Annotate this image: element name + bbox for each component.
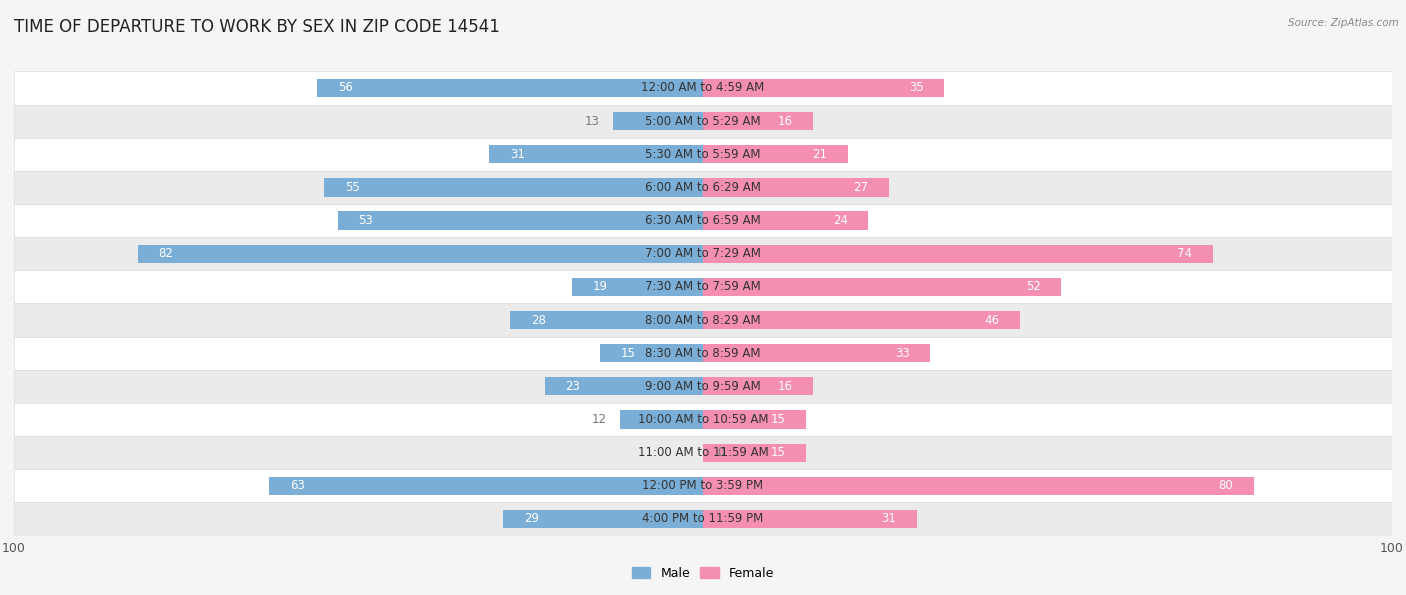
Text: 12: 12	[592, 413, 606, 426]
Bar	[318, 79, 703, 97]
Text: 6:30 AM to 6:59 AM: 6:30 AM to 6:59 AM	[645, 214, 761, 227]
Bar	[599, 344, 703, 362]
Bar	[703, 211, 869, 230]
Bar	[337, 211, 703, 230]
Bar	[703, 278, 1062, 296]
Bar	[14, 502, 1392, 536]
Text: 19: 19	[593, 280, 607, 293]
Bar	[703, 178, 889, 196]
Bar	[703, 245, 1213, 263]
Bar	[14, 171, 1392, 204]
Bar	[703, 510, 917, 528]
Text: 8:30 AM to 8:59 AM: 8:30 AM to 8:59 AM	[645, 347, 761, 359]
Bar	[703, 79, 945, 97]
Text: 12:00 AM to 4:59 AM: 12:00 AM to 4:59 AM	[641, 82, 765, 95]
Text: 28: 28	[531, 314, 546, 327]
Text: 5:00 AM to 5:29 AM: 5:00 AM to 5:29 AM	[645, 115, 761, 127]
Bar	[14, 403, 1392, 436]
Bar	[269, 477, 703, 495]
Text: 9:00 AM to 9:59 AM: 9:00 AM to 9:59 AM	[645, 380, 761, 393]
Text: 23: 23	[565, 380, 581, 393]
Text: 80: 80	[1219, 480, 1233, 492]
Text: 13: 13	[585, 115, 599, 127]
Bar	[703, 377, 813, 396]
Bar	[323, 178, 703, 196]
Bar	[703, 112, 813, 130]
Text: 0: 0	[717, 446, 724, 459]
Bar	[14, 71, 1392, 105]
Bar	[14, 303, 1392, 337]
Bar	[703, 344, 931, 362]
Text: 7:00 AM to 7:29 AM: 7:00 AM to 7:29 AM	[645, 248, 761, 260]
Bar	[703, 411, 807, 428]
Bar	[138, 245, 703, 263]
Text: 31: 31	[882, 512, 896, 525]
Text: 11:00 AM to 11:59 AM: 11:00 AM to 11:59 AM	[638, 446, 768, 459]
Bar	[14, 369, 1392, 403]
Legend: Male, Female: Male, Female	[627, 562, 779, 585]
Text: 63: 63	[290, 480, 305, 492]
Text: 29: 29	[524, 512, 538, 525]
Text: 31: 31	[510, 148, 524, 161]
Text: 35: 35	[908, 82, 924, 95]
Text: 46: 46	[984, 314, 1000, 327]
Bar	[613, 112, 703, 130]
Bar	[572, 278, 703, 296]
Bar	[14, 105, 1392, 137]
Bar	[14, 137, 1392, 171]
Bar	[14, 436, 1392, 469]
Bar	[703, 477, 1254, 495]
Text: Source: ZipAtlas.com: Source: ZipAtlas.com	[1288, 18, 1399, 28]
Text: 55: 55	[344, 181, 360, 194]
Text: 10:00 AM to 10:59 AM: 10:00 AM to 10:59 AM	[638, 413, 768, 426]
Text: 15: 15	[770, 446, 786, 459]
Text: 7:30 AM to 7:59 AM: 7:30 AM to 7:59 AM	[645, 280, 761, 293]
Text: 33: 33	[896, 347, 910, 359]
Text: 53: 53	[359, 214, 373, 227]
Text: 24: 24	[832, 214, 848, 227]
Text: 27: 27	[853, 181, 869, 194]
Text: 16: 16	[778, 115, 793, 127]
Bar	[14, 270, 1392, 303]
Bar	[14, 237, 1392, 270]
Bar	[703, 311, 1019, 329]
Text: 8:00 AM to 8:29 AM: 8:00 AM to 8:29 AM	[645, 314, 761, 327]
Bar	[620, 411, 703, 428]
Text: 82: 82	[159, 248, 173, 260]
Bar	[14, 337, 1392, 369]
Bar	[510, 311, 703, 329]
Bar	[489, 145, 703, 164]
Bar	[14, 469, 1392, 502]
Text: 21: 21	[813, 148, 827, 161]
Text: 15: 15	[620, 347, 636, 359]
Text: 5:30 AM to 5:59 AM: 5:30 AM to 5:59 AM	[645, 148, 761, 161]
Text: 74: 74	[1177, 248, 1192, 260]
Bar	[544, 377, 703, 396]
Text: 12:00 PM to 3:59 PM: 12:00 PM to 3:59 PM	[643, 480, 763, 492]
Text: 6:00 AM to 6:29 AM: 6:00 AM to 6:29 AM	[645, 181, 761, 194]
Text: 52: 52	[1026, 280, 1040, 293]
Bar	[703, 443, 807, 462]
Text: 4:00 PM to 11:59 PM: 4:00 PM to 11:59 PM	[643, 512, 763, 525]
Bar	[503, 510, 703, 528]
Bar	[14, 204, 1392, 237]
Text: TIME OF DEPARTURE TO WORK BY SEX IN ZIP CODE 14541: TIME OF DEPARTURE TO WORK BY SEX IN ZIP …	[14, 18, 501, 36]
Text: 56: 56	[337, 82, 353, 95]
Text: 15: 15	[770, 413, 786, 426]
Text: 16: 16	[778, 380, 793, 393]
Bar	[703, 145, 848, 164]
